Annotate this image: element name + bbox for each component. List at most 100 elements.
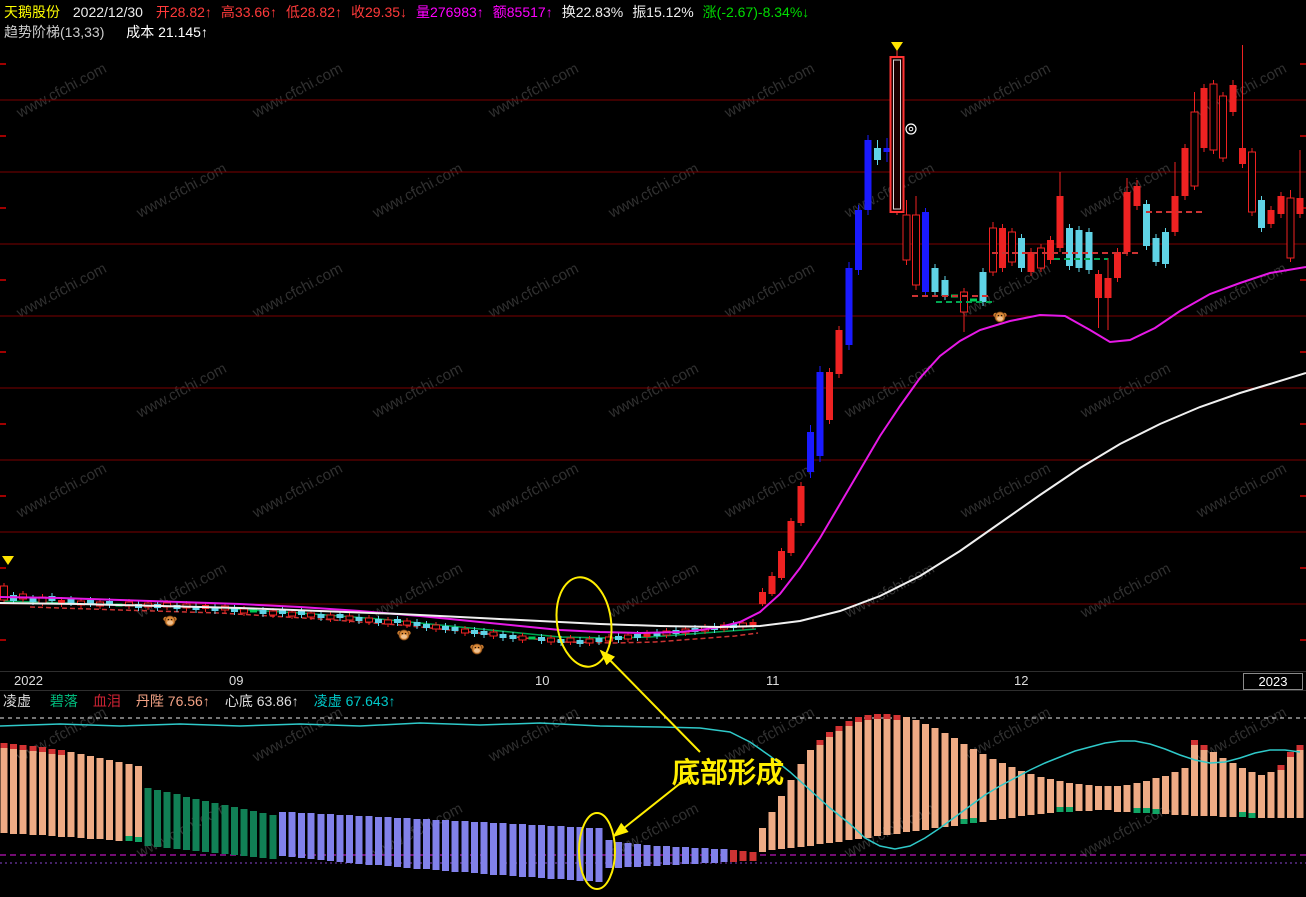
- candlestick: [653, 629, 661, 639]
- histogram-bar: [269, 815, 277, 859]
- candlestick: [614, 633, 622, 643]
- histogram-bar: [1238, 768, 1246, 817]
- histogram-bar: [509, 824, 517, 876]
- histogram-bar: [970, 749, 978, 823]
- header-stat: 换22.83%: [561, 4, 624, 20]
- monkey-marker: [470, 643, 484, 655]
- candlestick: [1046, 236, 1054, 264]
- histogram-bar: [336, 815, 344, 862]
- header-stat: 额85517↑: [492, 4, 553, 20]
- header-stat: 高33.66↑: [220, 4, 277, 20]
- candlestick: [979, 268, 987, 306]
- histogram-bar: [480, 822, 488, 874]
- candlestick: [394, 616, 402, 626]
- candlestick: [1066, 224, 1074, 270]
- histogram-bar: [307, 813, 315, 859]
- histogram-bar: [451, 821, 459, 872]
- histogram-bar: [682, 847, 690, 864]
- candlestick: [1229, 80, 1237, 116]
- candlestick: [0, 583, 8, 604]
- marker-layer: [2, 42, 1007, 655]
- candlestick: [566, 635, 575, 645]
- histogram-bar: [38, 747, 46, 835]
- histogram-bar: [864, 715, 872, 838]
- candlestick: [326, 612, 335, 622]
- monkey-marker: [397, 629, 411, 641]
- histogram-bar: [259, 813, 267, 858]
- histogram-bar: [1056, 781, 1064, 812]
- sub-indicator-name: 凌虚: [3, 693, 31, 709]
- candlestick: [230, 605, 238, 615]
- histogram-bar: [768, 812, 776, 850]
- candlestick: [403, 618, 412, 628]
- candlestick: [1162, 228, 1170, 268]
- histogram-bar: [1075, 784, 1083, 811]
- candlestick: [1152, 234, 1160, 266]
- candlestick: [845, 262, 853, 350]
- candlestick: [806, 425, 814, 478]
- histogram-bar: [1229, 763, 1237, 817]
- candlestick: [1286, 190, 1295, 262]
- histogram-bar: [1296, 745, 1304, 818]
- histogram-bar: [1190, 740, 1198, 816]
- candlestick: [604, 634, 613, 644]
- candlestick: [758, 588, 766, 606]
- stock-name: 天鹅股份: [4, 4, 60, 20]
- candlestick: [1027, 248, 1035, 276]
- candlestick: [643, 630, 651, 640]
- histogram-bar: [1123, 785, 1131, 812]
- axis-year-box[interactable]: 2023: [1243, 673, 1303, 690]
- candlestick: [931, 264, 939, 296]
- candlestick: [797, 482, 805, 526]
- candlestick: [1142, 200, 1150, 250]
- histogram-bar: [1152, 778, 1160, 814]
- histogram-bar: [749, 852, 757, 861]
- candlestick: [1018, 234, 1026, 272]
- indicator-bar: 趋势阶梯(13,33) 成本 21.145↑: [4, 22, 208, 42]
- candlestick: [1267, 206, 1275, 228]
- candlestick: [874, 140, 882, 165]
- histogram-bar: [720, 849, 728, 862]
- histogram-bar: [1066, 783, 1074, 812]
- histogram-bar: [691, 848, 699, 864]
- histogram-bar: [960, 744, 968, 824]
- watermark-text: www.cfchi.com: [13, 460, 109, 522]
- histogram-bar: [1008, 767, 1016, 818]
- candlestick: [883, 138, 891, 162]
- histogram-bar: [86, 756, 94, 839]
- watermark-text: www.cfchi.com: [1193, 460, 1289, 522]
- watermark-text: www.cfchi.com: [957, 60, 1053, 122]
- watermark-text: www.cfchi.com: [721, 260, 817, 322]
- watermark-text: www.cfchi.com: [249, 704, 345, 766]
- histogram-bar: [1142, 781, 1150, 813]
- candlestick: [960, 288, 968, 332]
- histogram-bar: [538, 825, 546, 878]
- indicator-legend-item: 凌虚 67.643↑: [313, 693, 396, 709]
- candlestick: [470, 627, 478, 637]
- candlestick: [854, 205, 862, 275]
- candlestick: [518, 633, 527, 643]
- candlestick: [489, 629, 498, 639]
- histogram-bar: [922, 724, 930, 830]
- candlestick: [413, 619, 421, 629]
- histogram-bar: [624, 843, 632, 867]
- candlestick: [816, 366, 824, 462]
- histogram-bar: [422, 819, 430, 869]
- candlestick: [317, 611, 325, 621]
- watermark-text: www.cfchi.com: [841, 360, 937, 422]
- histogram-bar: [278, 812, 286, 856]
- histogram-bar: [77, 754, 85, 838]
- candlestick: [576, 637, 584, 647]
- histogram-bar: [442, 820, 450, 871]
- histogram-bar: [365, 816, 373, 865]
- quote-date: 2022/12/30: [72, 4, 143, 20]
- candlestick: [364, 615, 373, 625]
- histogram-bar: [1181, 768, 1189, 815]
- histogram-bar: [432, 820, 440, 870]
- header-stat: 低28.82↑: [285, 4, 342, 20]
- candlestick: [889, 50, 905, 215]
- signal-triangle-marker: [891, 42, 903, 51]
- axis-year-left: 2022: [14, 673, 43, 688]
- histogram-bar: [826, 732, 834, 843]
